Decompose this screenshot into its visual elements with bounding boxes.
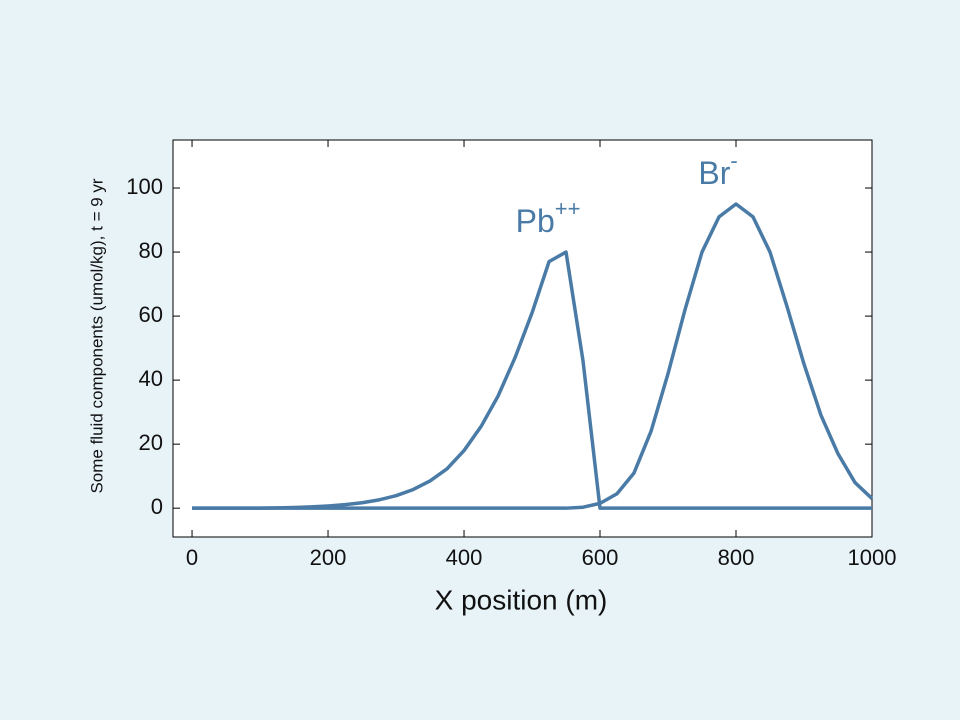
series-label: Br- — [698, 148, 737, 192]
x-tick-label: 600 — [582, 545, 619, 570]
y-tick-label: 80 — [139, 238, 163, 263]
series-name: Br — [698, 155, 730, 191]
x-tick-label: 0 — [186, 545, 198, 570]
x-tick-label: 1000 — [848, 545, 897, 570]
y-tick-label: 20 — [139, 430, 163, 455]
x-axis-label: X position (m) — [435, 584, 608, 615]
y-tick-label: 40 — [139, 366, 163, 391]
y-tick-label: 100 — [126, 174, 163, 199]
x-tick-label: 200 — [310, 545, 347, 570]
y-tick-label: 0 — [151, 494, 163, 519]
series-charge: - — [730, 148, 737, 173]
y-tick-label: 60 — [139, 302, 163, 327]
y-axis-label: Some fluid components (umol/kg), t = 9 y… — [87, 178, 106, 493]
x-tick-label: 400 — [446, 545, 483, 570]
series-label: Pb++ — [516, 196, 581, 240]
x-tick-label: 800 — [718, 545, 755, 570]
series-line — [192, 202, 874, 510]
series-name: Pb — [516, 204, 555, 240]
series-charge: ++ — [555, 196, 581, 221]
